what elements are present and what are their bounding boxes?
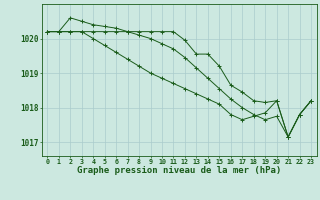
X-axis label: Graphe pression niveau de la mer (hPa): Graphe pression niveau de la mer (hPa) (77, 166, 281, 175)
